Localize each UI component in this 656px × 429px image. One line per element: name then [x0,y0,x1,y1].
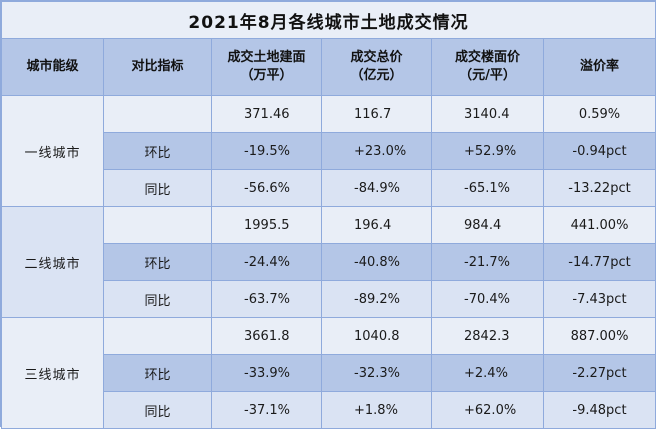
header-metric: 对比指标 [103,38,212,96]
price-cell: +52.9% [431,132,544,170]
metric-cell [103,317,212,355]
area-cell: -37.1% [211,391,322,429]
price-cell: -70.4% [431,280,544,318]
metric-cell [103,95,212,133]
header-total-line2: （亿元） [350,68,403,83]
total-cell: 196.4 [321,206,432,244]
premium-cell: -9.48pct [543,391,656,429]
header-row: 城市能级 对比指标 成交土地建面 （万平） 成交总价 （亿元） 成交楼面价 （元… [1,38,656,96]
table-title: 2021年8月各线城市土地成交情况 [1,1,656,39]
price-cell: -65.1% [431,169,544,207]
area-cell: 371.46 [211,95,322,133]
premium-cell: 441.00% [543,206,656,244]
area-cell: -19.5% [211,132,322,170]
area-cell: 1995.5 [211,206,322,244]
total-cell: -89.2% [321,280,432,318]
total-cell: +1.8% [321,391,432,429]
metric-cell: 同比 [103,391,212,429]
header-tier: 城市能级 [1,38,104,96]
header-price: 成交楼面价 （元/平） [431,38,544,96]
total-cell: -32.3% [321,354,432,392]
header-area-line2: （万平） [240,68,293,83]
table-row: 同比 -63.7% -89.2% -70.4% -7.43pct [2,280,656,318]
premium-cell: 887.00% [543,317,656,355]
total-cell: -84.9% [321,169,432,207]
area-cell: -56.6% [211,169,322,207]
price-cell: 984.4 [431,206,544,244]
header-premium: 溢价率 [543,38,656,96]
metric-cell [103,206,212,244]
total-cell: 116.7 [321,95,432,133]
price-cell: +62.0% [431,391,544,429]
premium-cell: -0.94pct [543,132,656,170]
premium-cell: -13.22pct [543,169,656,207]
table-row: 同比 -56.6% -84.9% -65.1% -13.22pct [2,169,656,207]
table-row: 三线城市 3661.8 1040.8 2842.3 887.00% [1,317,656,429]
price-cell: 2842.3 [431,317,544,355]
header-total-line1: 成交总价 [350,50,403,65]
premium-cell: -7.43pct [543,280,656,318]
tier-cell: 一线城市 [1,95,104,207]
header-area: 成交土地建面 （万平） [211,38,322,96]
total-cell: 1040.8 [321,317,432,355]
price-cell: -21.7% [431,243,544,281]
table-row: 一线城市 371.46 116.7 3140.4 0.59% [1,95,656,207]
area-cell: -33.9% [211,354,322,392]
area-cell: 3661.8 [211,317,322,355]
total-cell: +23.0% [321,132,432,170]
price-cell: +2.4% [431,354,544,392]
tier-cell: 三线城市 [1,317,104,429]
metric-cell: 环比 [103,243,212,281]
total-cell: -40.8% [321,243,432,281]
metric-cell: 环比 [103,132,212,170]
metric-cell: 同比 [103,169,212,207]
premium-cell: 0.59% [543,95,656,133]
header-price-line1: 成交楼面价 [454,50,520,65]
table-row: 二线城市 1995.5 196.4 984.4 441.00% [1,206,656,318]
metric-cell: 同比 [103,280,212,318]
table-row: 环比 -19.5% +23.0% +52.9% -0.94pct [2,132,656,170]
header-price-line2: （元/平） [459,68,516,83]
table-row: 环比 -33.9% -32.3% +2.4% -2.27pct [2,354,656,392]
header-total: 成交总价 （亿元） [321,38,432,96]
premium-cell: -2.27pct [543,354,656,392]
area-cell: -63.7% [211,280,322,318]
table-row: 同比 -37.1% +1.8% +62.0% -9.48pct [2,391,656,429]
tier-cell: 二线城市 [1,206,104,318]
metric-cell: 环比 [103,354,212,392]
header-area-line1: 成交土地建面 [227,50,306,65]
premium-cell: -14.77pct [543,243,656,281]
table-row: 环比 -24.4% -40.8% -21.7% -14.77pct [2,243,656,281]
area-cell: -24.4% [211,243,322,281]
price-cell: 3140.4 [431,95,544,133]
